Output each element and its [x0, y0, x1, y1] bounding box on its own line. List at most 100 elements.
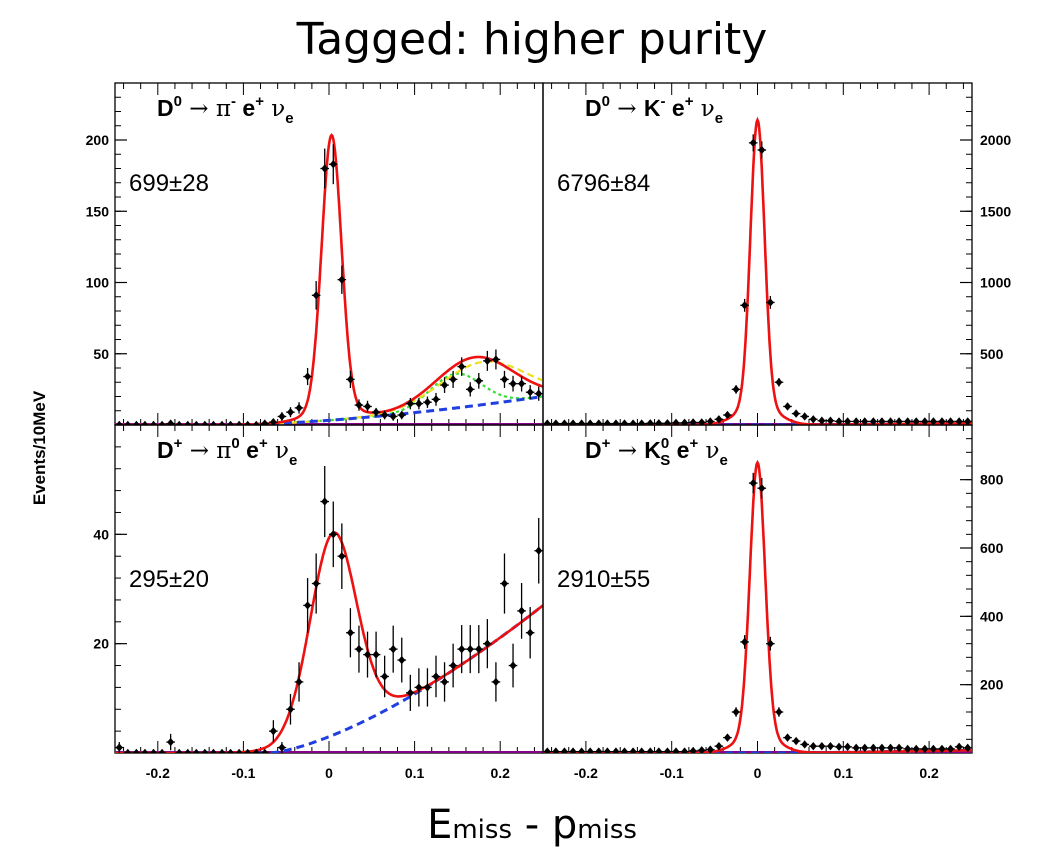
data-point	[689, 418, 697, 425]
data-point	[261, 419, 269, 425]
data-point	[115, 743, 123, 752]
data-point	[886, 417, 894, 425]
data-point	[124, 420, 132, 425]
data-point	[801, 740, 809, 749]
decay-parent: D	[157, 437, 174, 463]
x-axis-title-e: E	[427, 802, 452, 848]
data-point	[715, 741, 723, 751]
data-point	[372, 407, 380, 417]
data-point	[844, 742, 852, 752]
data-point	[449, 661, 457, 670]
data-point	[638, 419, 646, 425]
data-point	[269, 726, 277, 736]
data-point	[878, 417, 886, 425]
y-axis: 500 1000 1500 2000	[960, 96, 1011, 412]
data-point	[586, 419, 594, 425]
fit-curves	[543, 459, 972, 753]
data-point	[629, 419, 637, 425]
data-point	[321, 497, 329, 506]
data-point	[209, 420, 217, 425]
data-point	[235, 420, 243, 425]
data-point	[818, 416, 826, 425]
total-fit-curve	[543, 116, 972, 425]
data-point	[852, 417, 860, 425]
data-point	[801, 412, 809, 421]
data-point	[261, 748, 269, 753]
x-axis-title-sub2: miss	[577, 815, 637, 845]
data-point	[167, 419, 175, 425]
x-axis-title-sub1: miss	[452, 815, 512, 845]
y-tick-label: 1000	[980, 275, 1011, 291]
data-point	[543, 747, 551, 753]
data-point	[698, 746, 706, 753]
data-point	[818, 741, 826, 751]
decay-arrow: →	[182, 96, 216, 122]
decay-parent: D	[585, 437, 602, 463]
data-point	[227, 748, 235, 753]
total-fit-curve	[543, 459, 972, 753]
data-point	[329, 530, 337, 539]
data-point	[835, 417, 843, 425]
x-axis	[551, 83, 964, 425]
data-points	[115, 144, 543, 425]
x-tick-label: 0.2	[919, 765, 939, 781]
data-point	[663, 747, 671, 753]
data-point	[364, 402, 372, 411]
yield-label: 6796±84	[557, 170, 650, 197]
x-tick-label: 0.2	[490, 765, 510, 781]
yield-label: 2910±55	[557, 566, 650, 593]
data-point	[629, 747, 637, 753]
data-point	[543, 419, 551, 425]
data-point	[766, 298, 774, 307]
data-point	[775, 378, 783, 387]
data-point	[175, 748, 183, 753]
x-tick-label: 0	[754, 765, 762, 781]
data-point	[423, 398, 431, 407]
y-axis: 200 400 600 800	[960, 438, 1004, 740]
data-point	[423, 683, 431, 692]
data-point	[406, 399, 414, 408]
data-point	[569, 747, 577, 753]
decay-nu-sub: e	[715, 110, 723, 127]
decay-label: D+ → K0 S e+ νe	[585, 435, 728, 469]
decay-meson-sup: 0	[231, 435, 239, 452]
data-point	[475, 644, 483, 654]
x-tick-label: -0.1	[660, 765, 684, 781]
decay-lepton: e	[670, 437, 689, 463]
fit-curves	[543, 116, 972, 425]
data-point	[218, 420, 226, 425]
decay-label: D+ → π0 e+ νe	[157, 435, 297, 469]
data-points	[543, 472, 972, 753]
data-point	[466, 385, 474, 394]
data-point	[844, 417, 852, 425]
y-axis-title: Events/10MeV	[30, 390, 49, 505]
data-point	[775, 707, 783, 717]
data-point	[766, 639, 774, 648]
data-point	[458, 644, 466, 654]
total-fit-curve	[115, 531, 543, 753]
data-point	[150, 420, 158, 425]
data-point	[655, 747, 663, 753]
data-point	[869, 743, 877, 753]
data-point	[295, 677, 303, 687]
data-point	[252, 748, 260, 753]
y-axis: 50 100 150 200	[86, 96, 127, 412]
data-point	[698, 418, 706, 425]
data-point	[861, 743, 869, 753]
y-tick-label: 20	[93, 636, 109, 652]
data-point	[475, 376, 483, 386]
data-point	[286, 407, 294, 417]
data-point	[372, 650, 380, 659]
background-curve	[115, 395, 543, 425]
data-point	[184, 748, 192, 753]
data-point	[595, 747, 603, 753]
decay-parent-sup: +	[174, 435, 183, 452]
decay-lepton: e	[666, 95, 685, 121]
data-point	[209, 748, 217, 753]
data-point	[381, 672, 389, 681]
y-tick-label: 600	[980, 540, 1004, 556]
data-point	[852, 743, 860, 753]
